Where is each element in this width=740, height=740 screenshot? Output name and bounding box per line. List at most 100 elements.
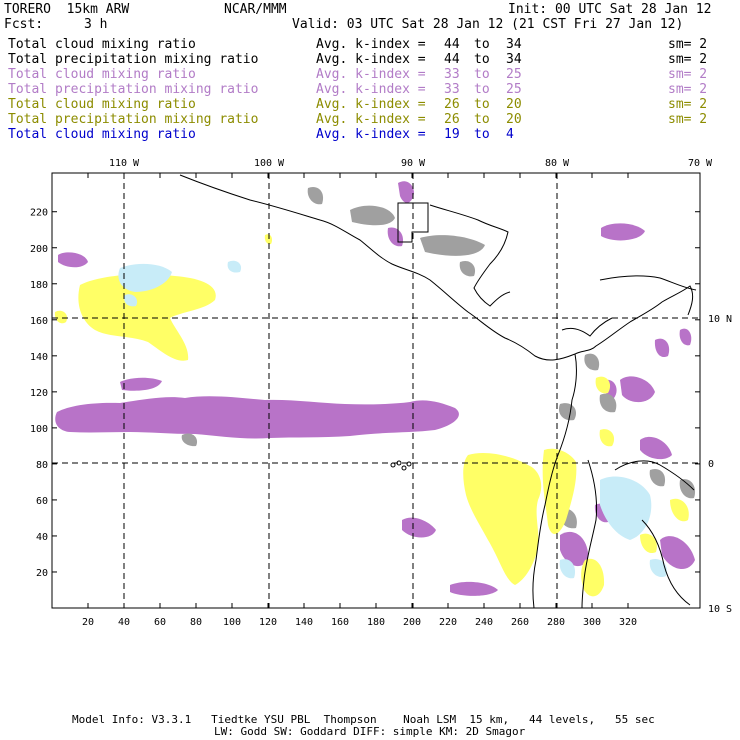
y-tick-label: 220 — [30, 208, 48, 219]
legend-to: 34 — [506, 52, 522, 67]
legend-from: 33 — [444, 67, 460, 82]
legend-kindex: Avg. k-index = — [316, 82, 426, 97]
y-tick-label: 20 — [36, 568, 48, 579]
y-tick-label: 60 — [36, 496, 48, 507]
x-tick-label: 200 — [403, 617, 421, 628]
y-tick-label: 100 — [30, 424, 48, 435]
legend-to: 20 — [506, 97, 522, 112]
longitude-label: 80 W — [545, 158, 570, 169]
legend-from: 26 — [444, 97, 460, 112]
x-tick-label: 40 — [118, 617, 130, 628]
axis-ticks — [52, 173, 700, 608]
legend-sm: sm= 2 — [668, 97, 708, 112]
y-tick-label: 120 — [30, 388, 48, 399]
shaded-fields — [54, 181, 696, 597]
legend-from: 33 — [444, 82, 460, 97]
legend-to: 25 — [506, 67, 522, 82]
x-tick-label: 320 — [619, 617, 637, 628]
legend-from: 26 — [444, 112, 460, 127]
init-time: Init: 00 UTC Sat 28 Jan 12 — [508, 2, 712, 17]
legend-to: 20 — [506, 112, 522, 127]
legend-to-word: to — [474, 67, 490, 82]
cloud-low-patches — [54, 234, 689, 597]
legend-sm: sm= 2 — [668, 37, 708, 52]
x-tick-label: 60 — [154, 617, 166, 628]
cloud-very-low-patches — [118, 260, 667, 579]
legend-row: Total precipitation mixing ratio Avg. k-i… — [0, 82, 740, 97]
axis-tick-labels: 20 40 60 80 100 120 140 160 180 200 220 20 40 60 80 100… — [30, 208, 637, 628]
legend-kindex: Avg. k-index = — [316, 52, 426, 67]
legend-to-word: to — [474, 52, 490, 67]
legend-kindex: Avg. k-index = — [316, 37, 426, 52]
legend-field: Total precipitation mixing ratio — [8, 82, 259, 97]
legend-sm: sm= 2 — [668, 112, 708, 127]
legend-to-word: to — [474, 127, 490, 142]
cloud-high-patches — [181, 186, 696, 529]
x-tick-label: 120 — [259, 617, 277, 628]
legend-to-word: to — [474, 82, 490, 97]
legend-to: 4 — [506, 127, 514, 142]
legend-kindex: Avg. k-index = — [316, 112, 426, 127]
legend-field: Total cloud mixing ratio — [8, 127, 196, 142]
legend-to-word: to — [474, 97, 490, 112]
x-tick-label: 100 — [223, 617, 241, 628]
y-tick-label: 140 — [30, 352, 48, 363]
y-tick-label: 80 — [36, 460, 48, 471]
legend-to-word: to — [474, 37, 490, 52]
legend-to: 25 — [506, 82, 522, 97]
legend-from: 44 — [444, 37, 460, 52]
model-info-line2: LW: Godd SW: Goddard DIFF: simple KM: 2D… — [214, 725, 526, 738]
latitude-label: 0 — [708, 459, 714, 470]
x-tick-label: 20 — [82, 617, 94, 628]
legend-field: Total cloud mixing ratio — [8, 97, 196, 112]
latitude-labels: 10 N 0 10 S — [708, 314, 732, 615]
latitude-label: 10 S — [708, 604, 732, 615]
legend-to-word: to — [474, 112, 490, 127]
x-tick-label: 220 — [439, 617, 457, 628]
legend-row: Total cloud mixing ratio Avg. k-index = 33… — [0, 67, 740, 82]
legend-sm: sm= 2 — [668, 67, 708, 82]
x-tick-label: 240 — [475, 617, 493, 628]
x-tick-label: 140 — [295, 617, 313, 628]
longitude-label: 90 W — [401, 158, 426, 169]
x-tick-label: 280 — [547, 617, 565, 628]
x-tick-label: 160 — [331, 617, 349, 628]
lat-lon-grid — [52, 173, 700, 608]
longitude-labels: 110 W 100 W 90 W 80 W 70 W — [109, 158, 713, 169]
y-tick-label: 160 — [30, 316, 48, 327]
legend-field: Total precipitation mixing ratio — [8, 52, 259, 67]
latitude-label: 10 N — [708, 314, 732, 325]
legend-row: Total cloud mixing ratio Avg. k-index = 19… — [0, 127, 740, 142]
longitude-label: 100 W — [254, 158, 285, 169]
legend-from: 44 — [444, 52, 460, 67]
model-info-line1: Model Info: V3.3.1 Tiedtke YSU PBL Thomp… — [72, 713, 655, 726]
longitude-label: 70 W — [688, 158, 713, 169]
legend-kindex: Avg. k-index = — [316, 127, 426, 142]
legend-sm: sm= 2 — [668, 82, 708, 97]
y-tick-label: 200 — [30, 244, 48, 255]
legend-from: 19 — [444, 127, 460, 142]
legend-row: Total precipitation mixing ratio Avg. k-i… — [0, 112, 740, 127]
cloud-band-itcz — [55, 181, 695, 596]
legend-field: Total precipitation mixing ratio — [8, 112, 259, 127]
legend-to: 34 — [506, 37, 522, 52]
legend-kindex: Avg. k-index = — [316, 97, 426, 112]
legend-field: Total cloud mixing ratio — [8, 67, 196, 82]
y-tick-label: 40 — [36, 532, 48, 543]
legend-kindex: Avg. k-index = — [316, 67, 426, 82]
legend-sm: sm= 2 — [668, 52, 708, 67]
galapagos-islands — [390, 460, 412, 471]
x-tick-label: 300 — [583, 617, 601, 628]
forecast-label: Fcst: — [4, 17, 44, 32]
longitude-label: 110 W — [109, 158, 140, 169]
organization-label: NCAR/MMM — [224, 2, 287, 17]
model-title: TORERO 15km ARW — [4, 2, 130, 17]
x-tick-label: 180 — [367, 617, 385, 628]
legend-field: Total cloud mixing ratio — [8, 37, 196, 52]
x-tick-label: 260 — [511, 617, 529, 628]
valid-time: Valid: 03 UTC Sat 28 Jan 12 (21 CST Fri … — [292, 17, 684, 32]
x-tick-label: 80 — [190, 617, 202, 628]
legend-row: Total precipitation mixing ratio Avg. k-i… — [0, 52, 740, 67]
legend-row: Total cloud mixing ratio Avg. k-index = 44… — [0, 37, 740, 52]
